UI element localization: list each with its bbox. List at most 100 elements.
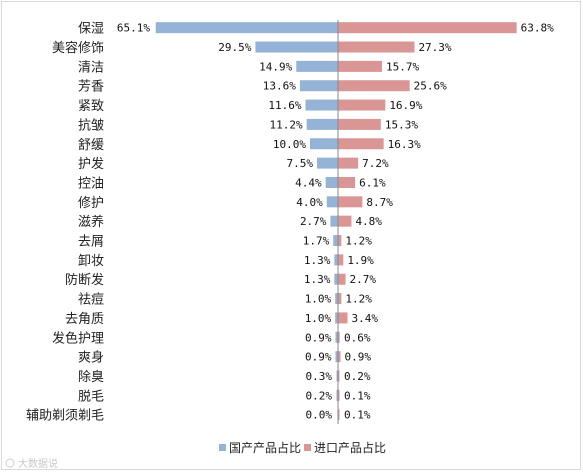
value-label-imported-17: 0.9% bbox=[345, 351, 372, 364]
category-label-0: 保湿 bbox=[78, 22, 104, 37]
value-label-imported-1: 27.3% bbox=[418, 41, 451, 54]
value-label-domestic-14: 1.0% bbox=[305, 293, 332, 306]
category-label-10: 滋养 bbox=[78, 214, 104, 230]
legend-label-imported: 进口产品占比 bbox=[314, 440, 386, 455]
bar-domestic-4 bbox=[305, 99, 338, 111]
bar-imported-2 bbox=[338, 60, 382, 72]
value-label-domestic-2: 14.9% bbox=[259, 60, 292, 73]
bar-domestic-6 bbox=[310, 138, 338, 150]
bar-imported-14 bbox=[338, 293, 342, 305]
value-label-imported-6: 16.3% bbox=[388, 138, 421, 151]
bar-domestic-15 bbox=[335, 312, 338, 324]
bar-domestic-7 bbox=[317, 157, 338, 169]
value-label-imported-11: 1.2% bbox=[345, 235, 372, 248]
category-label-7: 护发 bbox=[78, 156, 104, 172]
value-label-domestic-6: 10.0% bbox=[273, 138, 306, 151]
value-label-imported-20: 0.1% bbox=[344, 409, 371, 422]
value-label-domestic-17: 0.9% bbox=[305, 351, 332, 364]
category-label-18: 除臭 bbox=[78, 370, 104, 385]
value-label-imported-19: 0.1% bbox=[344, 389, 371, 402]
value-label-imported-9: 8.7% bbox=[366, 196, 393, 209]
value-label-domestic-19: 0.2% bbox=[306, 389, 333, 402]
bar-imported-18 bbox=[338, 370, 340, 382]
value-label-domestic-13: 1.3% bbox=[304, 273, 331, 286]
bar-imported-4 bbox=[338, 99, 386, 111]
value-label-imported-12: 1.9% bbox=[347, 254, 374, 267]
labels-group: 保湿 65.1% 63.8% 美容修饰 29.5% 27.3% 清洁 14.9% 15.7% 芳香… bbox=[26, 22, 554, 424]
value-label-domestic-9: 4.0% bbox=[296, 196, 323, 209]
category-label-6: 舒缓 bbox=[78, 138, 104, 153]
value-label-imported-15: 3.4% bbox=[352, 312, 379, 325]
bar-domestic-17 bbox=[335, 351, 338, 363]
bar-imported-0 bbox=[338, 22, 517, 34]
value-label-domestic-4: 11.6% bbox=[268, 99, 301, 112]
category-label-11: 去屑 bbox=[78, 235, 104, 250]
value-label-imported-8: 6.1% bbox=[359, 176, 386, 189]
category-label-20: 辅助剃须剃毛 bbox=[26, 409, 104, 424]
legend: 国产产品占比 进口产品占比 bbox=[219, 440, 386, 455]
value-label-imported-2: 15.7% bbox=[386, 60, 419, 73]
bar-domestic-3 bbox=[299, 80, 338, 92]
bar-imported-13 bbox=[338, 273, 346, 285]
category-label-13: 防断发 bbox=[65, 272, 104, 288]
bar-domestic-10 bbox=[330, 215, 338, 227]
bar-domestic-11 bbox=[333, 235, 338, 247]
value-label-imported-5: 15.3% bbox=[385, 118, 418, 131]
value-label-domestic-16: 0.9% bbox=[305, 331, 332, 344]
bar-domestic-9 bbox=[326, 196, 338, 208]
bar-imported-9 bbox=[338, 196, 363, 208]
legend-label-domestic: 国产产品占比 bbox=[229, 440, 301, 455]
bar-domestic-12 bbox=[334, 254, 338, 266]
category-label-14: 祛痘 bbox=[78, 292, 104, 308]
value-label-domestic-15: 1.0% bbox=[305, 312, 332, 325]
value-label-domestic-20: 0.0% bbox=[306, 409, 333, 422]
bar-domestic-2 bbox=[296, 60, 338, 72]
bar-imported-19 bbox=[338, 389, 340, 401]
watermark: 大数据说 bbox=[5, 457, 58, 470]
bar-domestic-8 bbox=[325, 176, 338, 188]
value-label-imported-4: 16.9% bbox=[389, 99, 422, 112]
category-label-15: 去角质 bbox=[65, 312, 104, 327]
value-label-imported-18: 0.2% bbox=[344, 370, 371, 383]
bar-domestic-1 bbox=[255, 41, 338, 53]
bar-imported-17 bbox=[338, 351, 341, 363]
category-label-1: 美容修饰 bbox=[52, 40, 104, 56]
category-label-19: 脱毛 bbox=[78, 389, 104, 404]
category-label-3: 芳香 bbox=[78, 80, 104, 95]
value-label-imported-3: 25.6% bbox=[414, 80, 447, 93]
bar-imported-12 bbox=[338, 254, 344, 266]
category-label-9: 修护 bbox=[78, 196, 104, 211]
category-label-16: 发色护理 bbox=[52, 330, 104, 346]
legend-swatch-domestic bbox=[219, 444, 226, 451]
bar-domestic-18 bbox=[336, 370, 338, 382]
bar-domestic-19 bbox=[336, 389, 338, 401]
bar-imported-11 bbox=[338, 235, 342, 247]
category-label-12: 卸妆 bbox=[78, 253, 104, 269]
bar-domestic-13 bbox=[334, 273, 338, 285]
value-label-imported-13: 2.7% bbox=[350, 273, 377, 286]
bar-domestic-0 bbox=[155, 22, 338, 34]
bar-imported-1 bbox=[338, 41, 415, 53]
value-label-imported-16: 0.6% bbox=[344, 331, 371, 344]
bar-imported-3 bbox=[338, 80, 410, 92]
bar-imported-20 bbox=[338, 409, 340, 421]
bar-domestic-14 bbox=[335, 293, 338, 305]
value-label-imported-7: 7.2% bbox=[362, 157, 389, 170]
value-label-domestic-10: 2.7% bbox=[300, 215, 327, 228]
value-label-domestic-18: 0.3% bbox=[306, 370, 333, 383]
value-label-domestic-11: 1.7% bbox=[303, 235, 330, 248]
bars-group bbox=[155, 22, 517, 421]
value-label-domestic-3: 13.6% bbox=[263, 80, 296, 93]
legend-swatch-imported bbox=[304, 444, 311, 451]
value-label-domestic-5: 11.2% bbox=[270, 118, 303, 131]
bar-imported-7 bbox=[338, 157, 359, 169]
category-label-17: 爽身 bbox=[78, 350, 104, 366]
value-label-domestic-12: 1.3% bbox=[304, 254, 331, 267]
watermark-text: 大数据说 bbox=[18, 457, 58, 470]
value-label-imported-10: 4.8% bbox=[355, 215, 382, 228]
value-label-domestic-0: 65.1% bbox=[117, 22, 150, 35]
bar-domestic-5 bbox=[306, 118, 338, 130]
category-label-5: 抗皱 bbox=[78, 117, 104, 133]
bar-imported-5 bbox=[338, 118, 381, 130]
